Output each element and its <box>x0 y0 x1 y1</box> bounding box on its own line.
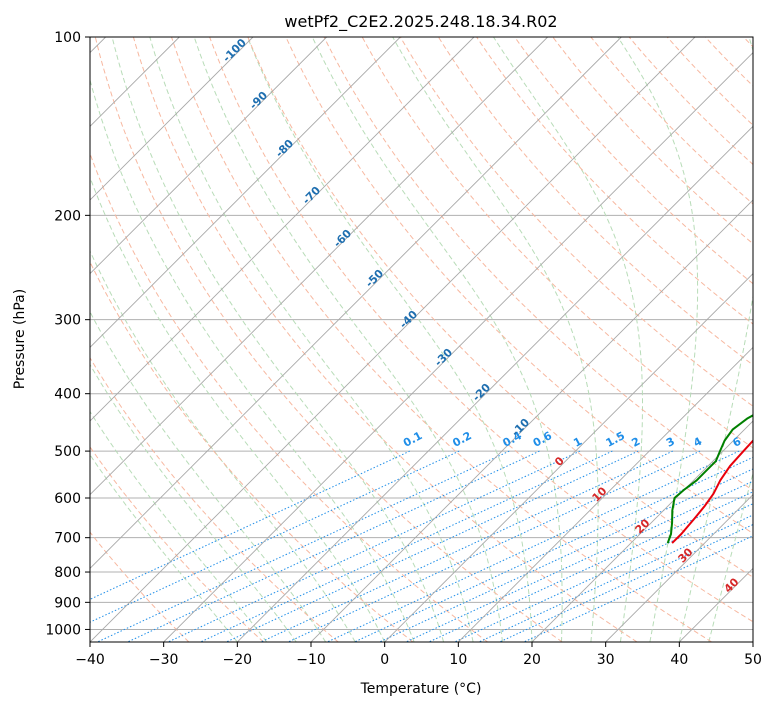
moist-adiabat-line <box>90 175 386 642</box>
isotherm-line <box>458 346 753 642</box>
mixing-ratio-line <box>226 450 639 642</box>
moist-adiabat-line <box>311 37 563 642</box>
isotherm-line <box>90 37 401 348</box>
mixing-ratio-line <box>454 503 753 642</box>
moist-adiabat-line <box>90 249 356 642</box>
mixing-ratio-line <box>478 514 753 642</box>
y-tick-label: 900 <box>54 595 81 611</box>
isotherm-line <box>90 37 254 201</box>
dry-adiabat-line <box>90 531 190 642</box>
dry-adiabat-line <box>399 37 753 407</box>
dry-adiabat-line <box>90 260 414 642</box>
mixing-ratio-line <box>405 480 753 642</box>
x-axis-label: Temperature (°C) <box>360 681 482 697</box>
x-tick-label: 10 <box>449 652 467 668</box>
moist-adiabat-line <box>193 37 503 642</box>
y-tick-label: 300 <box>54 313 81 329</box>
dry-adiabat-line <box>323 37 753 491</box>
isotherm-line <box>90 37 327 275</box>
x-tick-label: −20 <box>223 652 253 668</box>
mixing-ratio-line <box>523 535 753 642</box>
x-tick-label: 50 <box>744 652 762 668</box>
y-tick-label: 800 <box>54 565 81 581</box>
isotherm-line <box>163 52 753 642</box>
chart-title: wetPf2_C2E2.2025.248.18.34.R02 <box>284 12 557 32</box>
y-axis-label: Pressure (hPa) <box>12 289 28 389</box>
dewpoint-profile-line <box>666 414 753 544</box>
dry-adiabat-line <box>476 37 753 325</box>
isotherm-line <box>90 37 548 496</box>
mixing-ratio-line <box>167 450 581 642</box>
dry-adiabat-line <box>552 37 753 245</box>
dry-adiabat-line <box>94 37 563 642</box>
plot-frame <box>89 36 754 643</box>
y-tick-label: 400 <box>54 387 81 403</box>
mixing-ratio-line <box>428 491 753 642</box>
isotherm-line <box>90 37 696 642</box>
y-tick-label: 200 <box>54 208 81 224</box>
moist-adiabat-line <box>90 310 327 642</box>
y-tick-label: 700 <box>54 531 81 547</box>
x-tick-label: −30 <box>149 652 179 668</box>
y-tick-label: 100 <box>54 30 81 46</box>
x-tick-label: 30 <box>597 652 615 668</box>
mixing-ratio-line <box>379 468 753 642</box>
moist-adiabat-line <box>708 471 753 642</box>
x-tick-label: −40 <box>75 652 105 668</box>
isotherm-line <box>90 37 622 569</box>
y-tick-label: 1000 <box>45 622 81 638</box>
mixing-ratio-line <box>354 456 753 642</box>
isotherm-line <box>90 37 475 422</box>
x-tick-label: 20 <box>523 652 541 668</box>
moist-adiabat-line <box>493 37 643 642</box>
dry-adiabat-line <box>209 37 753 623</box>
x-tick-label: −10 <box>296 652 326 668</box>
mixing-ratio-line <box>260 450 674 642</box>
mixing-ratio-line <box>97 450 510 642</box>
dry-adiabat-line <box>285 37 753 535</box>
mixing-ratio-line <box>499 524 753 642</box>
dry-adiabat-line <box>171 37 712 642</box>
x-tick-label: 0 <box>380 652 389 668</box>
moist-adiabat-line <box>246 37 533 642</box>
dry-adiabat-line <box>90 356 339 642</box>
isotherm-line <box>237 125 753 642</box>
mixing-ratio-line <box>287 450 701 642</box>
y-tick-label: 500 <box>54 444 81 460</box>
y-tick-label: 600 <box>54 491 81 507</box>
mixing-ratio-line <box>90 450 460 623</box>
moist-adiabat-line <box>90 78 415 642</box>
x-tick-label: 40 <box>670 652 688 668</box>
isotherm-line <box>605 494 753 642</box>
isotherm-line <box>531 420 753 642</box>
dry-adiabat-line <box>132 37 638 642</box>
temperature-profile-line <box>671 439 753 544</box>
isotherm-line <box>310 199 753 642</box>
moist-adiabat-line <box>392 37 599 642</box>
dry-adiabat-line <box>437 37 753 366</box>
mixing-ratio-line <box>127 450 540 642</box>
dry-adiabat-line <box>590 37 753 205</box>
moist-adiabat-line <box>149 37 474 642</box>
moist-adiabat-line <box>617 37 699 642</box>
isotherm-line <box>384 273 753 642</box>
mixing-ratio-line <box>326 450 740 642</box>
